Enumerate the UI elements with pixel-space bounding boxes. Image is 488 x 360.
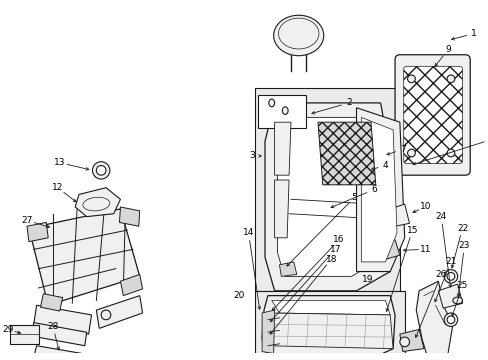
Text: 17: 17 xyxy=(329,245,340,254)
Circle shape xyxy=(443,270,457,283)
Circle shape xyxy=(96,166,106,175)
Polygon shape xyxy=(255,89,399,291)
Polygon shape xyxy=(274,180,288,238)
Text: 13: 13 xyxy=(54,158,65,167)
Ellipse shape xyxy=(282,107,287,114)
Text: 11: 11 xyxy=(419,245,431,254)
Polygon shape xyxy=(75,188,120,217)
Polygon shape xyxy=(255,291,404,360)
Text: 15: 15 xyxy=(406,226,417,235)
Text: 26: 26 xyxy=(435,270,446,279)
Circle shape xyxy=(446,149,454,157)
Circle shape xyxy=(101,310,111,320)
FancyBboxPatch shape xyxy=(394,55,469,175)
Polygon shape xyxy=(361,117,396,262)
Polygon shape xyxy=(274,122,290,175)
Text: 27: 27 xyxy=(21,216,33,225)
Polygon shape xyxy=(378,240,399,260)
Text: 12: 12 xyxy=(52,183,63,192)
Polygon shape xyxy=(271,301,389,315)
Ellipse shape xyxy=(452,297,462,304)
Text: 5: 5 xyxy=(351,193,357,202)
Text: 28: 28 xyxy=(47,322,59,331)
Polygon shape xyxy=(262,310,274,354)
Circle shape xyxy=(399,337,408,347)
Text: 16: 16 xyxy=(333,235,344,244)
Polygon shape xyxy=(267,313,392,348)
Polygon shape xyxy=(264,103,389,291)
Polygon shape xyxy=(356,108,404,271)
Text: 24: 24 xyxy=(435,212,446,221)
Polygon shape xyxy=(279,262,296,276)
Text: 25: 25 xyxy=(456,282,467,291)
Polygon shape xyxy=(41,294,62,311)
Ellipse shape xyxy=(273,15,323,56)
Text: 21: 21 xyxy=(445,257,456,266)
Circle shape xyxy=(446,75,454,83)
Circle shape xyxy=(443,313,457,327)
Polygon shape xyxy=(34,305,91,334)
Text: 29: 29 xyxy=(2,325,13,334)
Text: 23: 23 xyxy=(458,241,469,250)
Text: 3: 3 xyxy=(249,152,255,161)
Polygon shape xyxy=(277,117,377,276)
Circle shape xyxy=(407,149,414,157)
Text: 2: 2 xyxy=(346,98,351,107)
Text: 4: 4 xyxy=(382,161,387,170)
Text: 14: 14 xyxy=(243,229,254,238)
Text: 22: 22 xyxy=(456,224,467,233)
Polygon shape xyxy=(438,284,462,308)
Polygon shape xyxy=(120,274,142,296)
Polygon shape xyxy=(29,209,140,305)
Polygon shape xyxy=(27,222,48,242)
Bar xyxy=(10,324,39,344)
Circle shape xyxy=(92,162,110,179)
Polygon shape xyxy=(317,122,375,185)
Polygon shape xyxy=(399,329,423,351)
Circle shape xyxy=(446,316,454,324)
Polygon shape xyxy=(389,204,408,226)
Polygon shape xyxy=(32,323,86,346)
Text: 7: 7 xyxy=(399,145,405,154)
Circle shape xyxy=(407,75,414,83)
Text: 9: 9 xyxy=(444,45,450,54)
Polygon shape xyxy=(119,207,140,226)
FancyBboxPatch shape xyxy=(403,66,462,163)
Polygon shape xyxy=(415,281,452,360)
Text: 6: 6 xyxy=(370,185,376,194)
Circle shape xyxy=(446,273,454,280)
Polygon shape xyxy=(262,296,394,360)
Text: 1: 1 xyxy=(470,29,476,38)
Ellipse shape xyxy=(268,99,274,107)
Text: 20: 20 xyxy=(233,291,244,300)
Bar xyxy=(258,95,306,128)
Polygon shape xyxy=(96,296,142,328)
Text: 10: 10 xyxy=(419,202,431,211)
Text: 19: 19 xyxy=(362,275,373,284)
Text: 18: 18 xyxy=(325,255,337,264)
Polygon shape xyxy=(34,346,81,360)
